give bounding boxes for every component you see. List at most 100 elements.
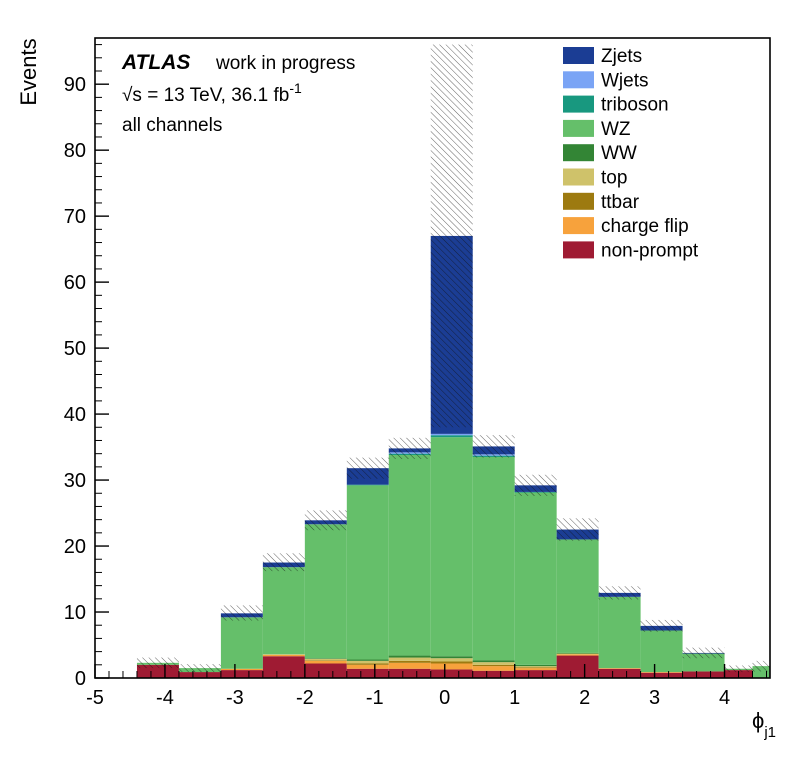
uncertainty-band xyxy=(220,605,263,621)
x-tick-label: 1 xyxy=(509,687,520,709)
x-tick-label: -1 xyxy=(366,687,384,709)
y-tick-label: 50 xyxy=(64,338,86,360)
bar-segment-WZ xyxy=(640,630,683,673)
bar-segment-top xyxy=(388,657,431,661)
bar-segment-charge-flip xyxy=(346,664,389,669)
bar-segment-WZ xyxy=(514,492,557,665)
legend-swatch-triboson xyxy=(563,95,594,113)
bar-segment-charge-flip xyxy=(262,654,305,657)
lumi-exponent: -1 xyxy=(289,80,302,96)
bar-segment-WW xyxy=(472,660,515,663)
uncertainty-band xyxy=(752,660,770,672)
bar-segment-WW xyxy=(388,655,431,658)
bar-segment-non-prompt xyxy=(598,668,641,678)
bar-segment-WZ xyxy=(598,596,641,669)
bar-segment-non-prompt xyxy=(472,670,515,678)
bar-segment-top xyxy=(262,654,305,655)
bar-segment-top xyxy=(514,666,557,668)
uncertainty-band xyxy=(682,647,725,659)
phi-symbol: ϕ xyxy=(752,708,764,733)
legend-label-triboson: triboson xyxy=(601,95,669,116)
bar-segment-non-prompt xyxy=(514,670,557,678)
uncertainty-band xyxy=(304,510,347,531)
bar-segment-WZ xyxy=(346,485,389,660)
bar-segment-WZ xyxy=(388,454,431,656)
x-tick-label: 2 xyxy=(579,687,590,709)
channel-label: all channels xyxy=(122,115,222,136)
uncertainty-band xyxy=(388,437,431,459)
uncertainty-band xyxy=(472,435,515,458)
bar-segment-WW xyxy=(346,659,389,661)
bar-segment-WZ xyxy=(752,666,770,678)
bar-segment-charge-flip xyxy=(388,662,431,669)
x-axis-title: ϕj1 xyxy=(752,708,776,741)
legend-label-charge-flip: charge flip xyxy=(601,216,689,237)
x-tick-label: -4 xyxy=(156,687,174,709)
legend-swatch-WZ xyxy=(563,119,594,137)
uncertainty-band xyxy=(136,657,179,669)
uncertainty-band xyxy=(346,457,389,479)
legend-label-WW: WW xyxy=(601,143,637,164)
bar-segment-ttbar xyxy=(430,661,473,664)
x-tick-label: -5 xyxy=(86,687,104,709)
y-tick-label: 40 xyxy=(64,404,86,426)
legend-swatch-top xyxy=(563,168,594,186)
uncertainty-band xyxy=(598,586,641,600)
uncertainty-band xyxy=(556,518,599,541)
legend-swatch-Zjets xyxy=(563,47,594,64)
bar-segment-non-prompt xyxy=(304,663,347,678)
legend-label-ttbar: ttbar xyxy=(601,192,640,213)
bar-segment-triboson xyxy=(430,435,473,438)
bar-segment-charge-flip xyxy=(472,666,515,671)
bar-segment-non-prompt xyxy=(220,670,263,678)
legend-label-Wjets: Wjets xyxy=(601,70,649,91)
bar-segment-ttbar xyxy=(388,660,431,663)
legend-swatch-Wjets xyxy=(563,71,594,89)
x-tick-label: 0 xyxy=(439,687,450,709)
bar-segment-non-prompt xyxy=(178,672,221,678)
bar-segment-top xyxy=(304,658,347,661)
bar-segment-ttbar xyxy=(514,667,557,669)
x-tick-label: -2 xyxy=(296,687,314,709)
bar-segment-ttbar xyxy=(346,663,389,665)
y-tick-label: 0 xyxy=(75,668,86,690)
y-tick-label: 60 xyxy=(64,272,86,294)
axes-frame xyxy=(94,37,771,679)
energy-lumi-label: √s = 13 TeV, 36.1 fb-1 xyxy=(122,80,302,106)
bar-segment-charge-flip xyxy=(220,668,263,671)
legend-label-non-prompt: non-prompt xyxy=(601,240,699,261)
x-tick-label: 3 xyxy=(649,687,660,709)
bar-segment-WZ xyxy=(220,617,263,669)
x-tick-label: 4 xyxy=(719,687,730,709)
bar-segment-WZ xyxy=(262,567,305,655)
y-tick-label: 20 xyxy=(64,536,86,558)
bar-segment-triboson xyxy=(346,484,389,486)
bar-segment-charge-flip xyxy=(598,668,641,669)
x-tick-label: -3 xyxy=(226,687,244,709)
bar-segment-WW xyxy=(514,664,557,667)
y-tick-label: 70 xyxy=(64,206,86,228)
phi-subscript: j1 xyxy=(763,724,776,741)
uncertainty-band xyxy=(724,665,753,673)
uncertainty-band xyxy=(262,553,305,572)
status-label: work in progress xyxy=(215,53,355,74)
y-tick-label: 30 xyxy=(64,470,86,492)
bar-segment-WW xyxy=(556,652,599,654)
bar-segment-charge-flip xyxy=(640,672,683,673)
uncertainty-band xyxy=(514,474,557,496)
bar-segment-non-prompt xyxy=(556,655,599,678)
bar-segment-non-prompt xyxy=(640,672,683,678)
experiment-label: ATLAS xyxy=(121,51,190,74)
bar-segment-non-prompt xyxy=(388,668,431,678)
bar-segment-WZ xyxy=(556,539,599,653)
plot-frame xyxy=(94,37,771,679)
y-axis-title: Events xyxy=(16,38,41,105)
bar-segment-WZ xyxy=(430,437,473,657)
legend-swatch-charge-flip xyxy=(563,217,594,235)
bar-segment-Wjets xyxy=(430,433,473,436)
bar-segment-charge-flip xyxy=(430,663,473,670)
legend-swatch-non-prompt xyxy=(563,241,594,259)
legend: Zjets Wjets triboson WZ WW top ttbar charge fli… xyxy=(563,46,699,261)
